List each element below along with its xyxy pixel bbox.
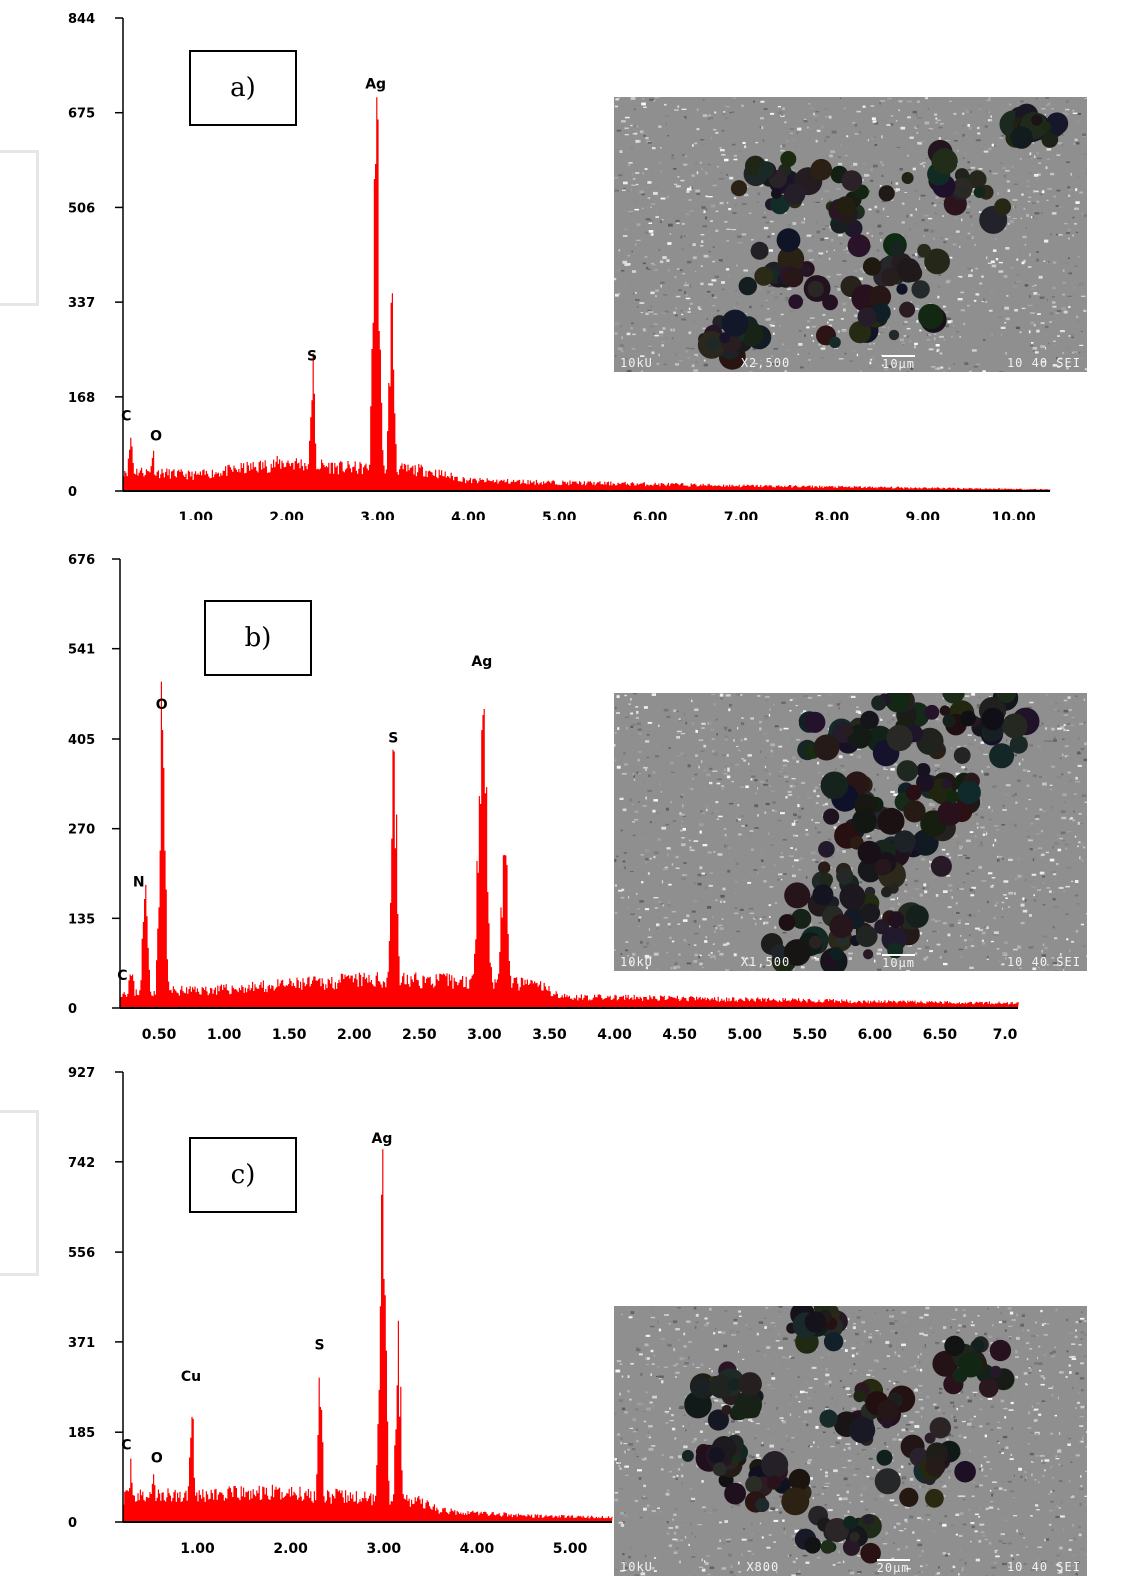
x-tick-label-a: 6.00 (633, 510, 668, 520)
peak-label-s-a: S (307, 349, 317, 365)
sem-info-b: 10kU X1,500 10μm 10 40 SEI (614, 953, 1087, 971)
x-tick-label-b: 1.00 (207, 1027, 242, 1043)
sem-dark-deposit (697, 103, 1069, 370)
sem-image-c: 10kU X800 20μm 10 40 SEI (614, 1306, 1087, 1576)
peak-label-n-b: N (133, 874, 145, 890)
y-tick-label-a: 675 (68, 107, 95, 122)
sem-image-b: 10kU X1,500 10μm 10 40 SEI (614, 693, 1087, 971)
spectrum-a-svg: 844 675 506 337 168 0 1.00 2.00 3.00 4.00 5.00 6.00… (68, 12, 1051, 520)
x-tick-label-b: 5.00 (727, 1027, 762, 1043)
peak-label-o-b: O (156, 697, 168, 713)
peak-label-s-b: S (388, 730, 398, 746)
sem-scale-b: 10μm (882, 954, 916, 970)
sem-scale-a: 10μm (882, 355, 916, 371)
sem-texture-c (614, 1306, 1087, 1576)
panel-b: 676 541 405 270 135 0 0.50 1.00 1.50 2.00 2.50 3.00… (0, 545, 1140, 1055)
peak-label-c-c: C (121, 1438, 131, 1454)
y-tick-label-b: 0 (68, 1002, 77, 1017)
y-tick-label-a: 506 (68, 201, 95, 216)
peak-label-o-c: O (151, 1450, 163, 1466)
peak-label-ag-a: Ag (365, 77, 386, 93)
peak-label-cu-c: Cu (181, 1369, 201, 1385)
y-tick-label-c: 742 (68, 1156, 95, 1171)
x-tick-label-c: 2.00 (273, 1541, 308, 1557)
sem-mag-b: X1,500 (740, 955, 791, 969)
sem-image-a: 10kU X2,500 10μm 10 40 SEI (614, 97, 1087, 372)
peak-label-c-b: C (117, 968, 127, 984)
x-tick-label-c: 5.00 (553, 1541, 588, 1557)
sem-kv-a: 10kU (620, 356, 653, 370)
y-tick-label-c: 927 (68, 1066, 95, 1081)
x-tick-label-a: 5.00 (542, 510, 577, 520)
y-tick-label-b: 135 (68, 912, 95, 927)
panel-a: 844 675 506 337 168 0 1.00 2.00 3.00 4.00 5.00 6.00… (0, 0, 1140, 520)
x-tick-label-b: 5.50 (792, 1027, 827, 1043)
x-tick-label-a: 3.00 (360, 510, 395, 520)
spectrum-c-svg: 927 742 556 371 185 0 1.00 2.00 3.00 4.00 5.00 C O Cu… (68, 1066, 613, 1557)
sem-mag-a: X2,500 (740, 356, 791, 370)
peak-label-o-a: O (150, 428, 162, 444)
peak-label-s-c: S (314, 1337, 324, 1353)
sem-info-c: 10kU X800 20μm 10 40 SEI (614, 1558, 1087, 1576)
x-tick-label-b: 3.50 (532, 1027, 567, 1043)
y-tick-label-b: 270 (68, 823, 95, 838)
panel-label-a: a) (189, 50, 297, 126)
x-tick-label-b: 6.50 (923, 1027, 958, 1043)
y-tick-label-c: 185 (68, 1426, 95, 1441)
sem-info-a: 10kU X2,500 10μm 10 40 SEI (614, 354, 1087, 372)
sem-code-c: 10 40 SEI (1006, 1560, 1081, 1574)
y-tick-label-a: 0 (68, 485, 77, 500)
x-tick-label-c: 4.00 (460, 1541, 495, 1557)
sem-code-b: 10 40 SEI (1006, 955, 1081, 969)
peak-label-ag-c: Ag (372, 1131, 393, 1147)
spectrum-b-svg: 676 541 405 270 135 0 0.50 1.00 1.50 2.00 2.50 3.00… (68, 553, 1019, 1043)
x-tick-label-a: 10.00 (991, 510, 1036, 520)
x-tick-label-b: 1.50 (272, 1027, 307, 1043)
x-tick-label-c: 3.00 (367, 1541, 402, 1557)
y-tick-label-b: 676 (68, 553, 95, 568)
sem-texture-b (614, 693, 1087, 971)
x-tick-label-b: 4.00 (597, 1027, 632, 1043)
x-tick-label-b: 2.00 (337, 1027, 372, 1043)
x-tick-label-a: 8.00 (815, 510, 850, 520)
panel-c: 927 742 556 371 185 0 1.00 2.00 3.00 4.00 5.00 C O Cu… (0, 1060, 1140, 1576)
y-tick-label-b: 541 (68, 643, 95, 658)
sem-code-a: 10 40 SEI (1006, 356, 1081, 370)
x-tick-label-b: 0.50 (142, 1027, 177, 1043)
panel-label-b: b) (204, 600, 312, 676)
x-tick-label-b: 3.00 (467, 1027, 502, 1043)
sem-mag-c: X800 (746, 1560, 780, 1574)
x-tick-label-b: 6.00 (858, 1027, 893, 1043)
x-tick-label-b: 4.50 (662, 1027, 697, 1043)
y-tick-label-b: 405 (68, 733, 95, 748)
y-tick-label-a: 168 (68, 391, 95, 406)
sem-dark-deposit (681, 1306, 1015, 1564)
x-tick-label-c: 1.00 (180, 1541, 215, 1557)
sem-dark-deposit (760, 693, 1040, 971)
x-tick-label-b: 7.0 (993, 1027, 1018, 1043)
sem-kv-c: 10kU (620, 1560, 653, 1574)
x-tick-label-a: 2.00 (269, 510, 304, 520)
peak-label-c-a: C (121, 409, 131, 425)
y-tick-label-c: 0 (68, 1516, 77, 1531)
sem-kv-b: 10kU (620, 955, 653, 969)
peak-label-ag-b: Ag (471, 654, 492, 670)
x-tick-label-b: 2.50 (402, 1027, 437, 1043)
x-tick-label-a: 7.00 (724, 510, 759, 520)
y-tick-label-a: 844 (68, 12, 95, 27)
x-tick-label-a: 4.00 (451, 510, 486, 520)
panel-label-c: c) (189, 1137, 297, 1213)
x-tick-label-a: 9.00 (905, 510, 940, 520)
y-tick-label-c: 556 (68, 1246, 95, 1261)
y-tick-label-a: 337 (68, 296, 95, 311)
x-tick-label-a: 1.00 (178, 510, 213, 520)
sem-texture-a (614, 97, 1087, 372)
y-tick-label-c: 371 (68, 1336, 95, 1351)
sem-scale-c: 20μm (876, 1559, 910, 1575)
